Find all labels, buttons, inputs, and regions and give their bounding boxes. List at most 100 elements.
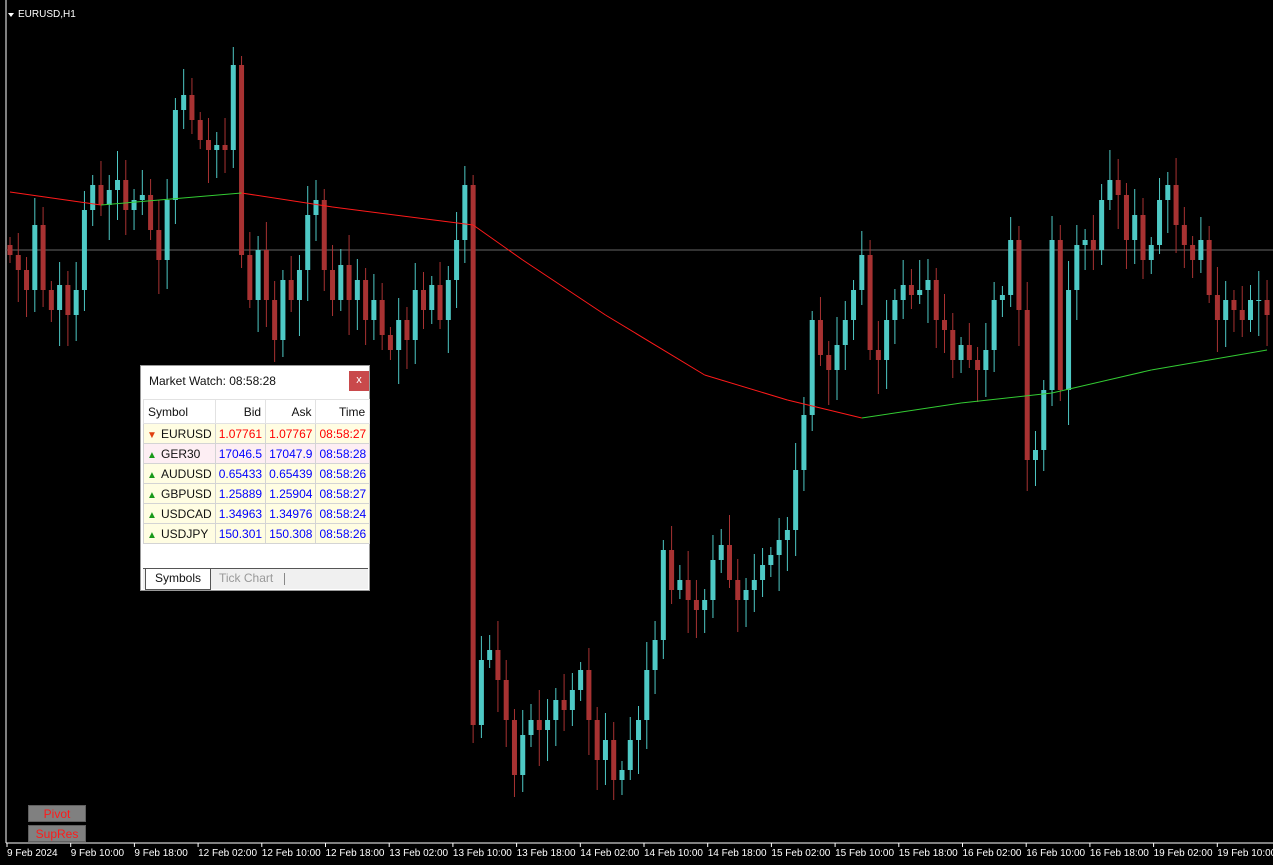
- moving-average-segment: [9, 191, 102, 206]
- candle-body: [1264, 300, 1270, 315]
- candle-body: [569, 690, 575, 710]
- candle-body: [123, 180, 129, 210]
- candle-body: [760, 565, 766, 580]
- close-button[interactable]: x: [349, 371, 369, 391]
- candle-body: [387, 335, 393, 350]
- pivot-button[interactable]: Pivot: [28, 805, 86, 822]
- table-row[interactable]: ▲ GBPUSD 1.25889 1.25904 08:58:27: [143, 483, 371, 504]
- candle-body: [999, 295, 1005, 300]
- time-cell: 08:58:24: [315, 503, 371, 524]
- x-tick-label: 12 Feb 02:00: [198, 848, 258, 859]
- candle-body: [685, 580, 691, 600]
- symbol-name: GBPUSD: [161, 486, 212, 501]
- candle-body: [172, 110, 178, 200]
- symbol-name: GER30: [161, 446, 201, 461]
- candle-body: [98, 185, 104, 205]
- candle-body: [950, 330, 956, 360]
- candle-body: [181, 95, 187, 110]
- candle-body: [751, 580, 757, 590]
- symbol-cell[interactable]: ▲ GER30: [143, 443, 216, 464]
- symbol-cell[interactable]: ▲ GBPUSD: [143, 483, 216, 504]
- candle-body: [1132, 215, 1138, 240]
- tab-symbols[interactable]: Symbols: [145, 569, 211, 590]
- candle-body: [1206, 240, 1212, 295]
- candle-body: [1239, 310, 1245, 320]
- candle-body: [214, 145, 220, 150]
- column-header-ask[interactable]: Ask: [265, 399, 317, 424]
- arrow-up-icon: ▲: [147, 509, 157, 521]
- market-watch-tabs: Symbols Tick Chart: [143, 568, 368, 590]
- chart-symbol-label: EURUSD,H1: [18, 9, 76, 20]
- candle-body: [693, 600, 699, 610]
- market-watch-window[interactable]: Market Watch: 08:58:28 x Symbol Bid Ask …: [140, 365, 371, 591]
- tab-tick-chart[interactable]: Tick Chart: [219, 571, 274, 585]
- candle-body: [164, 200, 170, 260]
- candle-body: [545, 720, 551, 730]
- candle-body: [627, 740, 633, 770]
- candle-body: [528, 720, 534, 735]
- ask-cell: 17047.9: [265, 443, 317, 464]
- market-watch-table: Symbol Bid Ask Time ▼ EURUSD 1.07761 1.07…: [143, 399, 371, 544]
- symbol-cell[interactable]: ▲ USDCAD: [143, 503, 216, 524]
- x-tick-label: 19 Feb 10:00: [1217, 848, 1273, 859]
- candle-body: [644, 670, 650, 720]
- table-row[interactable]: ▲ AUDUSD 0.65433 0.65439 08:58:26: [143, 463, 371, 484]
- candle-body: [578, 670, 584, 690]
- moving-average-segment: [1051, 369, 1152, 394]
- x-tick-label: 13 Feb 02:00: [389, 848, 449, 859]
- column-header-bid[interactable]: Bid: [214, 399, 267, 424]
- bid-cell: 1.07761: [214, 423, 267, 444]
- x-tick-label: 15 Feb 18:00: [898, 848, 958, 859]
- candle-body: [925, 280, 931, 290]
- symbol-name: USDCAD: [161, 506, 212, 521]
- candle-body: [1099, 200, 1105, 250]
- candle-body: [280, 280, 286, 340]
- candle-body: [15, 255, 21, 270]
- candle-body: [371, 300, 377, 320]
- moving-average-segment: [787, 399, 862, 419]
- candle-body: [826, 355, 832, 370]
- bid-cell: 1.25889: [214, 483, 267, 504]
- candle-body: [354, 280, 360, 300]
- supres-button[interactable]: SupRes: [28, 825, 86, 842]
- bid-cell: 0.65433: [214, 463, 267, 484]
- table-row[interactable]: ▲ USDJPY 150.301 150.308 08:58:26: [143, 523, 371, 544]
- dropdown-triangle-icon[interactable]: [8, 12, 14, 17]
- table-row[interactable]: ▲ USDCAD 1.34963 1.34976 08:58:24: [143, 503, 371, 524]
- candle-body: [735, 580, 741, 600]
- time-cell: 08:58:27: [315, 423, 371, 444]
- table-row[interactable]: ▲ GER30 17046.5 17047.9 08:58:28: [143, 443, 371, 464]
- candle-body: [884, 320, 890, 360]
- candle-body: [1198, 240, 1204, 260]
- candle-body: [892, 300, 898, 320]
- candle-body: [1231, 300, 1237, 310]
- candle-body: [801, 415, 807, 470]
- symbol-name: USDJPY: [161, 526, 209, 541]
- symbol-cell[interactable]: ▲ USDJPY: [143, 523, 216, 544]
- candle-body: [478, 660, 484, 725]
- chart-title[interactable]: EURUSD,H1: [8, 9, 76, 20]
- candle-body: [611, 740, 617, 780]
- candle-body: [702, 600, 708, 610]
- x-tick-label: 12 Feb 18:00: [325, 848, 385, 859]
- column-header-symbol[interactable]: Symbol: [143, 399, 216, 424]
- column-header-time[interactable]: Time: [315, 399, 371, 424]
- symbol-cell[interactable]: ▲ AUDUSD: [143, 463, 216, 484]
- candle-body: [900, 285, 906, 300]
- candle-body: [520, 735, 526, 775]
- table-row[interactable]: ▼ EURUSD 1.07761 1.07767 08:58:27: [143, 423, 371, 444]
- candle-body: [205, 140, 211, 150]
- ask-cell: 150.308: [265, 523, 317, 544]
- candle-body: [1173, 185, 1179, 225]
- candle-body: [966, 345, 972, 360]
- candle-body: [421, 290, 426, 310]
- candle-body: [1016, 240, 1022, 310]
- candle-body: [652, 640, 658, 670]
- candle-body: [975, 360, 981, 370]
- candle-body: [1057, 240, 1063, 390]
- symbol-cell[interactable]: ▼ EURUSD: [143, 423, 216, 444]
- candle-body: [1082, 240, 1088, 245]
- candle-body: [396, 320, 402, 350]
- candle-body: [503, 680, 509, 720]
